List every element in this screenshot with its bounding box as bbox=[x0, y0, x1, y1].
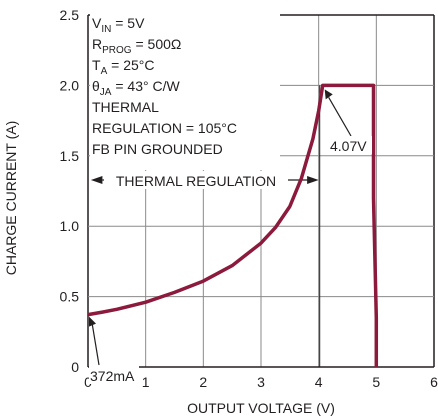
arrowhead-right bbox=[307, 176, 319, 184]
conditions-background bbox=[90, 14, 280, 170]
x-tick-label: 5 bbox=[372, 374, 380, 390]
tick-labels: 0 1 2 3 4 5 6 0 0.5 1.0 1.5 2.0 2.5 bbox=[60, 7, 438, 390]
x-tick-label: 4 bbox=[315, 374, 323, 390]
voltage-pointer bbox=[328, 97, 352, 137]
current-annotation: 372mA bbox=[90, 368, 135, 384]
condition-line: VIN = 5V bbox=[92, 15, 145, 35]
voltage-pointer-arrowhead bbox=[324, 89, 333, 100]
x-tick-label: 1 bbox=[142, 374, 150, 390]
y-tick-label: 0.5 bbox=[60, 289, 80, 305]
x-tick-label: 2 bbox=[199, 374, 207, 390]
condition-line: TA = 25°C bbox=[92, 57, 154, 77]
y-tick-label: 0 bbox=[71, 359, 79, 375]
voltage-label-bg bbox=[330, 136, 372, 154]
charge-current-curve bbox=[87, 83, 379, 367]
condition-line: REGULATION = 105°C bbox=[92, 120, 237, 136]
y-axis-title: CHARGE CURRENT (A) bbox=[3, 121, 19, 276]
thermal-regulation-label: THERMAL REGULATION bbox=[116, 173, 276, 189]
condition-line: THERMAL bbox=[92, 99, 159, 115]
current-pointer-arrowhead bbox=[89, 316, 96, 327]
current-pointer bbox=[91, 322, 100, 366]
arrowhead-left bbox=[90, 176, 103, 184]
thermal-regulation-label-bg bbox=[104, 171, 288, 189]
x-tick-label: 3 bbox=[257, 374, 265, 390]
x-tick-label: 6 bbox=[430, 374, 438, 390]
y-tick-label: 1.5 bbox=[60, 148, 80, 164]
x-axis-title: OUTPUT VOLTAGE (V) bbox=[187, 400, 335, 416]
y-tick-label: 1.0 bbox=[60, 218, 80, 234]
condition-line: θJA = 43° C/W bbox=[92, 78, 180, 98]
current-label-bg bbox=[89, 366, 139, 384]
y-tick-label: 2.5 bbox=[60, 7, 80, 23]
condition-line: FB PIN GROUNDED bbox=[92, 141, 223, 157]
condition-line: RPROG = 500Ω bbox=[92, 36, 181, 56]
y-tick-label: 2.0 bbox=[60, 77, 80, 93]
voltage-annotation: 4.07V bbox=[330, 138, 367, 154]
x-tick-label: 0 bbox=[84, 374, 92, 390]
